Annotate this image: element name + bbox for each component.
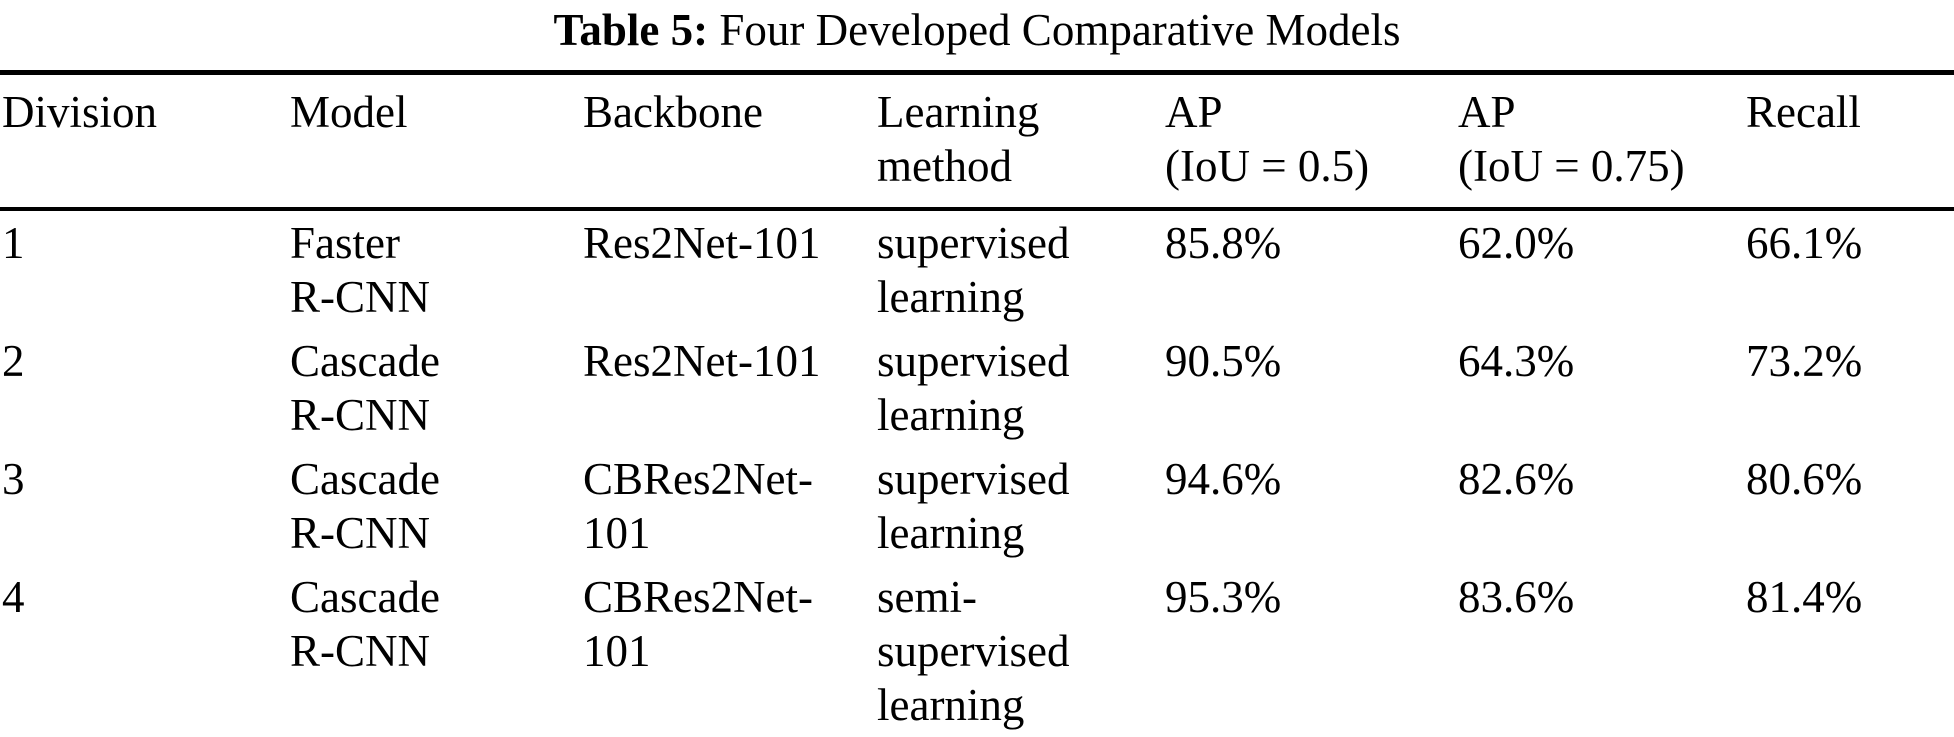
cell-ap-iou-0.5: 95.3% — [1165, 572, 1282, 622]
column-header-model: Model — [288, 72, 581, 211]
cell-backbone: CBRes2Net- 101 — [583, 454, 813, 558]
cell-backbone: Res2Net-101 — [583, 336, 821, 386]
cell-model: Faster R-CNN — [290, 218, 431, 322]
table-row: 1 Faster R-CNN Res2Net-101 supervised learn… — [0, 209, 1954, 329]
column-header-ap-iou-0.75: AP (IoU = 0.75) — [1456, 72, 1744, 211]
cell-division: 3 — [2, 454, 25, 504]
cell-learning-method: supervised learning — [877, 454, 1070, 558]
cell-model: Cascade R-CNN — [290, 336, 440, 440]
column-header-learning-method: Learning method — [875, 72, 1163, 211]
cell-division: 1 — [2, 218, 25, 268]
column-header-recall: Recall — [1744, 72, 1954, 211]
table-row: 3 Cascade R-CNN CBRes2Net- 101 supervised l… — [0, 447, 1954, 565]
table-caption-text: Four Developed Comparative Models — [708, 5, 1401, 55]
cell-ap-iou-0.5: 94.6% — [1165, 454, 1282, 504]
cell-ap-iou-0.75: 62.0% — [1458, 218, 1575, 268]
cell-ap-iou-0.5: 85.8% — [1165, 218, 1282, 268]
table-header-row: Division Model Backbone Learning method … — [0, 72, 1954, 211]
cell-recall: 73.2% — [1746, 336, 1863, 386]
cell-division: 4 — [2, 572, 25, 622]
comparative-models-table: Division Model Backbone Learning method … — [0, 70, 1954, 737]
cell-learning-method: supervised learning — [877, 218, 1070, 322]
cell-division: 2 — [2, 336, 25, 386]
cell-recall: 81.4% — [1746, 572, 1863, 622]
table-row: 4 Cascade R-CNN CBRes2Net- 101 semi- superv… — [0, 565, 1954, 737]
cell-learning-method: supervised learning — [877, 336, 1070, 440]
column-header-ap-iou-0.5: AP (IoU = 0.5) — [1163, 72, 1456, 211]
column-header-division: Division — [0, 72, 288, 211]
table-row: 2 Cascade R-CNN Res2Net-101 supervised lear… — [0, 329, 1954, 447]
cell-ap-iou-0.5: 90.5% — [1165, 336, 1282, 386]
cell-model: Cascade R-CNN — [290, 572, 440, 676]
cell-ap-iou-0.75: 64.3% — [1458, 336, 1575, 386]
cell-backbone: Res2Net-101 — [583, 218, 821, 268]
cell-model: Cascade R-CNN — [290, 454, 440, 558]
table-caption: Table 5: Four Developed Comparative Mode… — [0, 0, 1954, 56]
cell-backbone: CBRes2Net- 101 — [583, 572, 813, 676]
cell-recall: 80.6% — [1746, 454, 1863, 504]
cell-recall: 66.1% — [1746, 218, 1863, 268]
table-caption-label: Table 5: — [553, 5, 709, 55]
table-body: 1 Faster R-CNN Res2Net-101 supervised learn… — [0, 209, 1954, 737]
cell-ap-iou-0.75: 82.6% — [1458, 454, 1575, 504]
cell-learning-method: semi- supervised learning — [877, 572, 1070, 730]
cell-ap-iou-0.75: 83.6% — [1458, 572, 1575, 622]
column-header-backbone: Backbone — [581, 72, 875, 211]
